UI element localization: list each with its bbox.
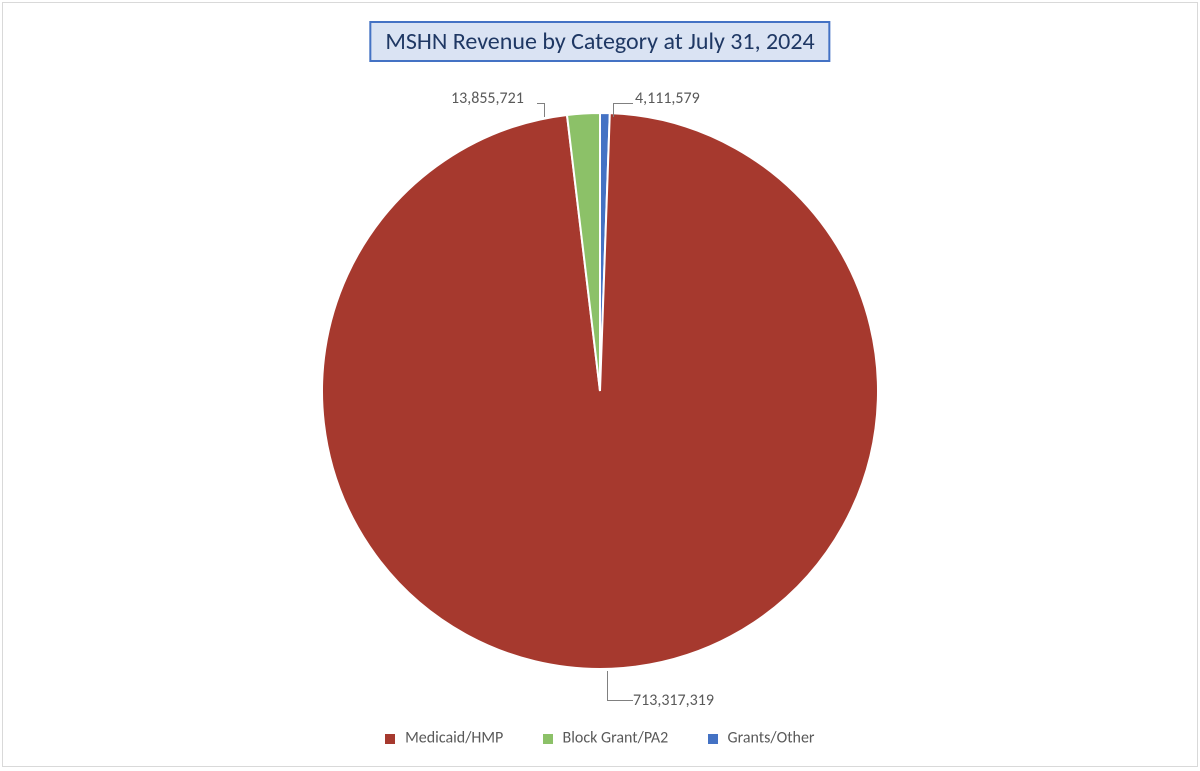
pie-svg [320,111,880,671]
legend-item: Grants/Other [708,728,815,748]
legend: Medicaid/HMP Block Grant/PA2 Grants/Othe… [3,728,1197,748]
leader-line [607,671,608,701]
data-label-blockgrant: 13,855,721 [451,89,524,108]
leader-line [613,103,633,104]
legend-swatch [385,734,395,744]
legend-swatch [543,734,553,744]
chart-frame: MSHN Revenue by Category at July 31, 202… [2,2,1198,767]
legend-label: Block Grant/PA2 [563,729,669,748]
legend-label: Grants/Other [728,729,815,748]
legend-item: Medicaid/HMP [385,728,503,748]
legend-label: Medicaid/HMP [405,729,503,748]
data-label-medicaid: 713,317,319 [633,691,714,710]
leader-line [544,103,545,117]
leader-line [537,103,545,104]
leader-line [613,103,614,117]
leader-line [607,700,633,701]
legend-item: Block Grant/PA2 [543,728,668,748]
chart-title: MSHN Revenue by Category at July 31, 202… [369,21,830,62]
pie-chart [320,111,880,671]
data-label-grants: 4,111,579 [635,89,700,108]
legend-swatch [708,734,718,744]
